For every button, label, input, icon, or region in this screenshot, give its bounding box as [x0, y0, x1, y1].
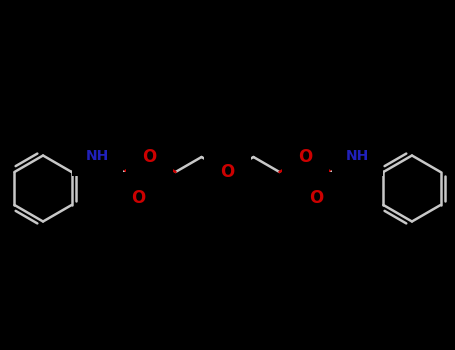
- Text: O: O: [131, 189, 146, 207]
- Text: O: O: [142, 148, 157, 166]
- Text: O: O: [298, 148, 313, 166]
- Text: NH: NH: [346, 148, 369, 162]
- Text: NH: NH: [86, 148, 109, 162]
- Text: O: O: [220, 163, 235, 181]
- Text: O: O: [309, 189, 324, 207]
